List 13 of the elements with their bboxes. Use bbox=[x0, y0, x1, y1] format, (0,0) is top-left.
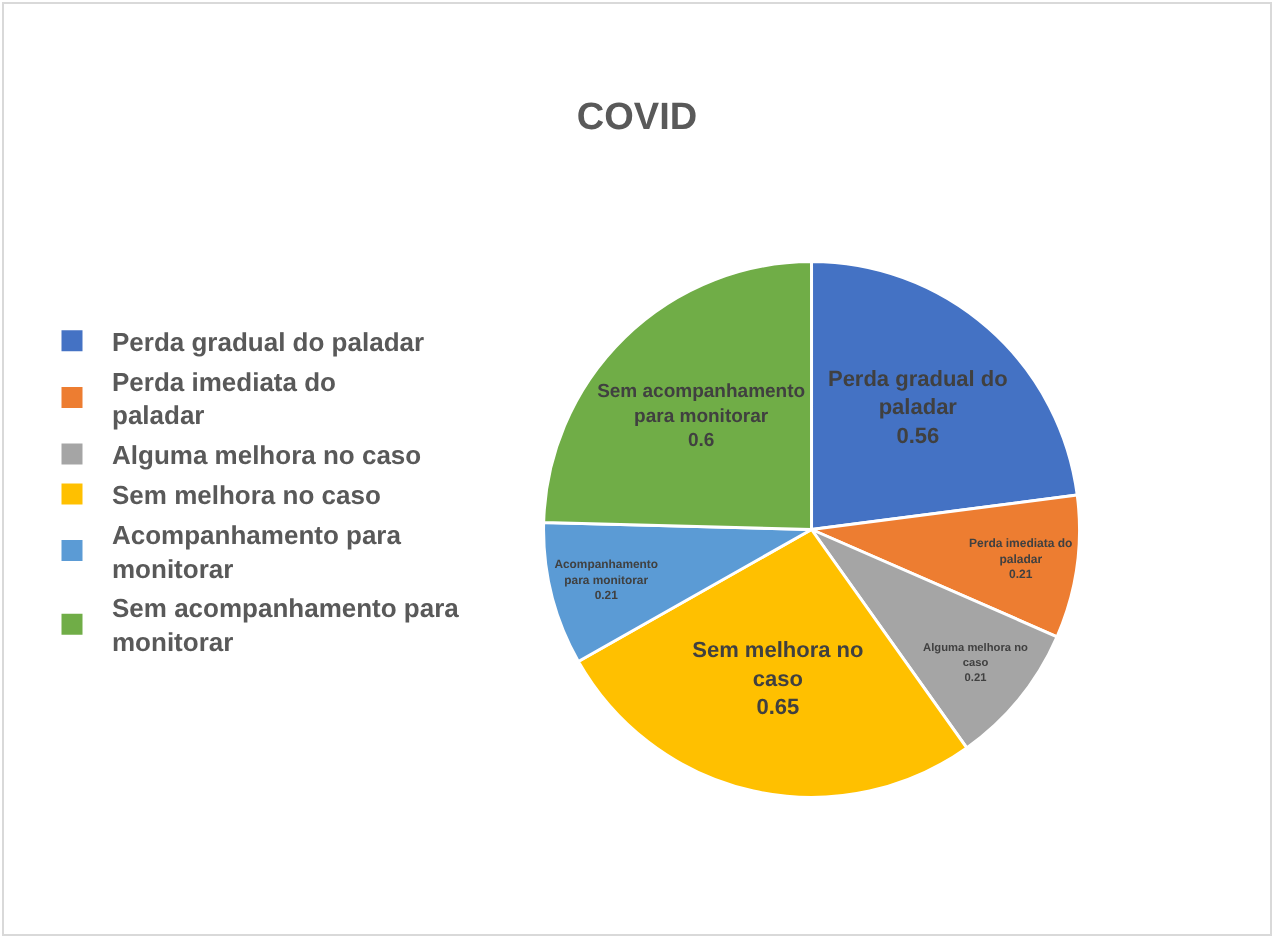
slice-label: Sem melhora no caso bbox=[692, 639, 864, 692]
data-label: 0.56 bbox=[896, 424, 940, 449]
slice-label: Sem acompanhamento para monitorar bbox=[597, 380, 806, 428]
slice-label: Perda gradual do paladar bbox=[827, 367, 1009, 421]
legend-label: Alguma melhora no caso bbox=[112, 440, 422, 471]
legend-label: Acompanhamento para monitorar bbox=[112, 519, 403, 584]
chart-title: COVID bbox=[576, 96, 698, 139]
data-label: 0.65 bbox=[756, 696, 800, 721]
legend-label: Sem acompanhamento para monitorar bbox=[112, 593, 461, 658]
legend-label: Sem melhora no caso bbox=[112, 480, 381, 511]
legend-label: Perda imediata do paladar bbox=[112, 366, 337, 431]
legend-label: Perda gradual do paladar bbox=[112, 326, 425, 357]
data-label: 0.6 bbox=[687, 430, 715, 453]
